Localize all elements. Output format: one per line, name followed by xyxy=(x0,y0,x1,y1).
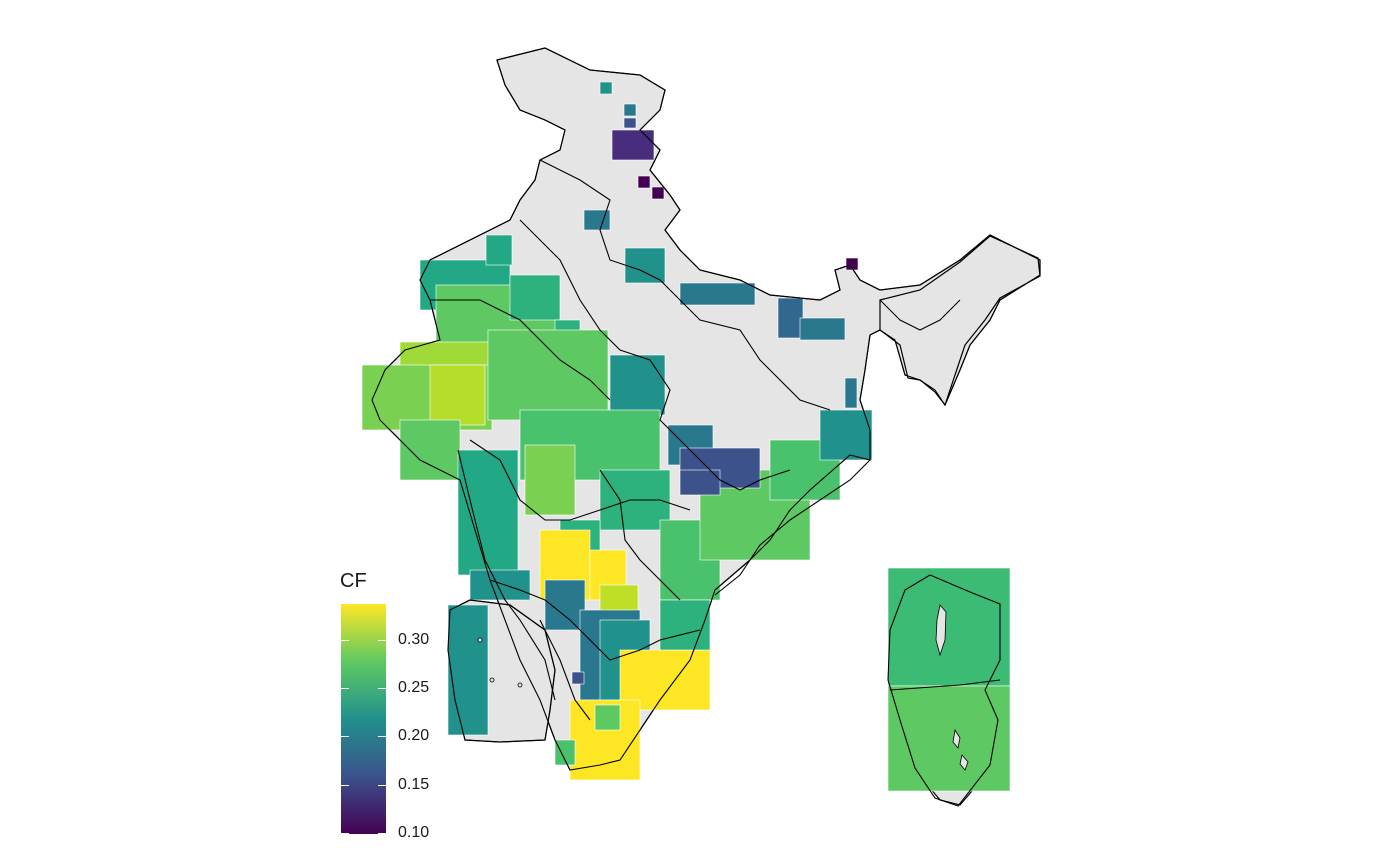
cf-cell xyxy=(820,410,872,460)
cf-cell xyxy=(525,445,575,515)
cf-cell xyxy=(400,420,460,480)
lakshadweep-island xyxy=(490,678,494,682)
cf-cell xyxy=(430,365,485,425)
cf-cell xyxy=(638,176,650,188)
cf-cell xyxy=(555,740,575,765)
cf-cell xyxy=(448,605,488,735)
lakshadweep-island xyxy=(478,638,482,642)
cf-cell xyxy=(510,275,560,320)
cf-cell xyxy=(680,283,755,305)
cf-cells xyxy=(362,82,1010,791)
legend-title: CF xyxy=(340,570,367,593)
cf-cell xyxy=(595,705,620,730)
cf-cell xyxy=(612,130,654,160)
legend-tick-label: 0.15 xyxy=(398,776,429,794)
legend-tick-label: 0.20 xyxy=(398,727,429,745)
cf-cell xyxy=(624,104,636,116)
cf-cell xyxy=(488,330,608,420)
cf-cell xyxy=(625,248,665,283)
cf-cell xyxy=(610,355,665,415)
legend-tick-label: 0.30 xyxy=(398,631,429,649)
cf-cell xyxy=(572,672,584,684)
cf-cell xyxy=(652,187,664,199)
cf-cell xyxy=(660,600,710,650)
cf-cell xyxy=(778,298,803,338)
cf-cell xyxy=(470,570,530,600)
cf-cell xyxy=(888,568,1010,686)
northeast-region xyxy=(880,236,1040,405)
cf-cell xyxy=(845,378,857,408)
legend-tick-label: 0.25 xyxy=(398,679,429,697)
legend-tick-label: 0.10 xyxy=(398,824,429,842)
cf-cell xyxy=(624,118,636,128)
legend-colorbar xyxy=(341,604,386,834)
cf-cell xyxy=(800,318,845,340)
cf-cell xyxy=(458,450,518,575)
cf-cell xyxy=(486,235,512,265)
cf-cell xyxy=(600,82,612,94)
lakshadweep-island xyxy=(518,683,522,687)
